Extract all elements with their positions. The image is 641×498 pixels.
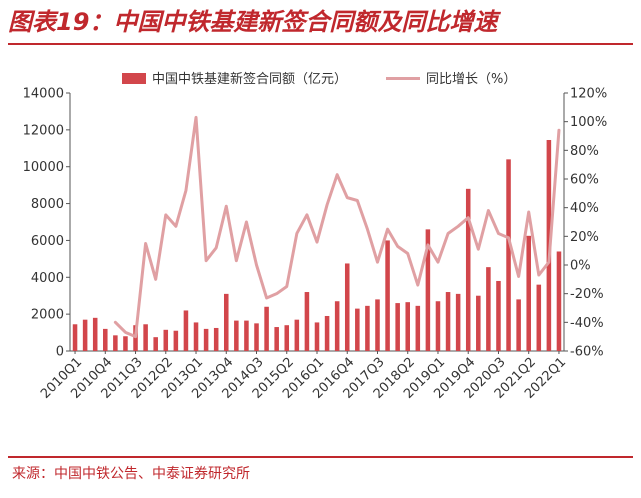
bar-2022Q1 xyxy=(556,251,562,351)
bar-2015Q4 xyxy=(304,292,310,351)
bar-2012Q4 xyxy=(183,310,189,351)
bar-2020Q2 xyxy=(486,267,491,351)
y-right-tick-label: -20% xyxy=(570,287,604,302)
bar-2018Q3 xyxy=(415,305,421,351)
y-left-tick-label: 6000 xyxy=(31,234,64,249)
bar-2018Q4 xyxy=(425,229,431,351)
bar-2016Q4 xyxy=(344,263,350,351)
bar-2017Q4 xyxy=(385,240,390,351)
y-left-tick-label: 12000 xyxy=(23,123,64,138)
bar-2010Q4 xyxy=(103,328,108,351)
y-left-tick-label: 4000 xyxy=(31,271,64,286)
bar-2010Q1 xyxy=(72,324,78,351)
y-right-tick-label: 80% xyxy=(570,144,599,159)
bar-2014Q3 xyxy=(254,323,259,351)
bar-2012Q1 xyxy=(153,337,158,351)
legend-bar-swatch xyxy=(122,73,146,84)
bar-2019Q1 xyxy=(435,301,441,351)
y-right-tick-label: 100% xyxy=(570,115,607,130)
bar-2014Q2 xyxy=(244,320,249,351)
bar-2012Q2 xyxy=(163,329,169,351)
bar-2015Q2 xyxy=(284,325,290,351)
bar-2018Q2 xyxy=(405,302,411,351)
y-right-tick-label: -60% xyxy=(570,345,604,360)
y-left-tick-label: 8000 xyxy=(31,197,64,212)
bar-2013Q3 xyxy=(213,327,219,351)
legend-line-label: 同比增长（%） xyxy=(426,72,516,87)
y-left-tick-label: 2000 xyxy=(31,308,64,323)
bar-2021Q2 xyxy=(526,235,531,351)
bar-2013Q1 xyxy=(193,322,199,351)
bar-2013Q2 xyxy=(203,328,209,351)
bar-2021Q3 xyxy=(536,284,542,351)
bar-2019Q3 xyxy=(455,293,461,351)
bar-2010Q3 xyxy=(92,317,98,351)
bar-2018Q1 xyxy=(395,303,400,351)
y-left-tick-label: 10000 xyxy=(23,160,64,175)
y-right-tick-label: 40% xyxy=(570,201,599,216)
bar-2017Q1 xyxy=(355,308,360,351)
y-right-tick-label: 120% xyxy=(570,87,607,102)
y-right-tick-label: -40% xyxy=(570,316,604,331)
bar-2014Q4 xyxy=(264,306,269,351)
bar-2016Q3 xyxy=(334,301,340,351)
bar-2021Q1 xyxy=(516,299,521,351)
bar-2011Q1 xyxy=(113,335,118,351)
bar-2019Q2 xyxy=(445,292,451,351)
page-title: 图表19：中国中铁基建新签合同额及同比增速 xyxy=(8,8,498,36)
bar-2020Q4 xyxy=(506,159,511,351)
bar-2015Q3 xyxy=(294,319,300,351)
growth-line xyxy=(113,115,561,339)
bar-2012Q3 xyxy=(173,330,179,351)
title-divider xyxy=(8,43,633,45)
bar-2017Q2 xyxy=(365,305,370,351)
bar-2015Q1 xyxy=(274,327,279,351)
bar-2019Q4 xyxy=(465,188,471,351)
y-right-tick-label: 60% xyxy=(570,173,599,188)
legend-bar-label: 中国中铁基建新签合同额（亿元） xyxy=(152,71,347,87)
source-divider xyxy=(8,456,633,458)
bar-2020Q3 xyxy=(496,280,501,351)
bar-2010Q2 xyxy=(82,319,88,351)
y-right-tick-label: 20% xyxy=(570,230,599,245)
bar-2011Q2 xyxy=(123,336,128,351)
y-left-tick-label: 14000 xyxy=(23,87,64,102)
bar-2013Q4 xyxy=(223,293,229,351)
bar-2017Q3 xyxy=(375,299,380,351)
bar-2020Q1 xyxy=(476,295,481,351)
bar-2016Q2 xyxy=(324,315,330,351)
source-note: 来源：中国中铁公告、中泰证券研究所 xyxy=(12,466,250,482)
y-right-tick-label: 0% xyxy=(570,259,591,274)
bar-2014Q1 xyxy=(234,320,239,351)
bar-2016Q1 xyxy=(314,322,320,351)
bar-2011Q4 xyxy=(143,324,148,351)
y-left-tick-label: 0 xyxy=(56,345,64,360)
